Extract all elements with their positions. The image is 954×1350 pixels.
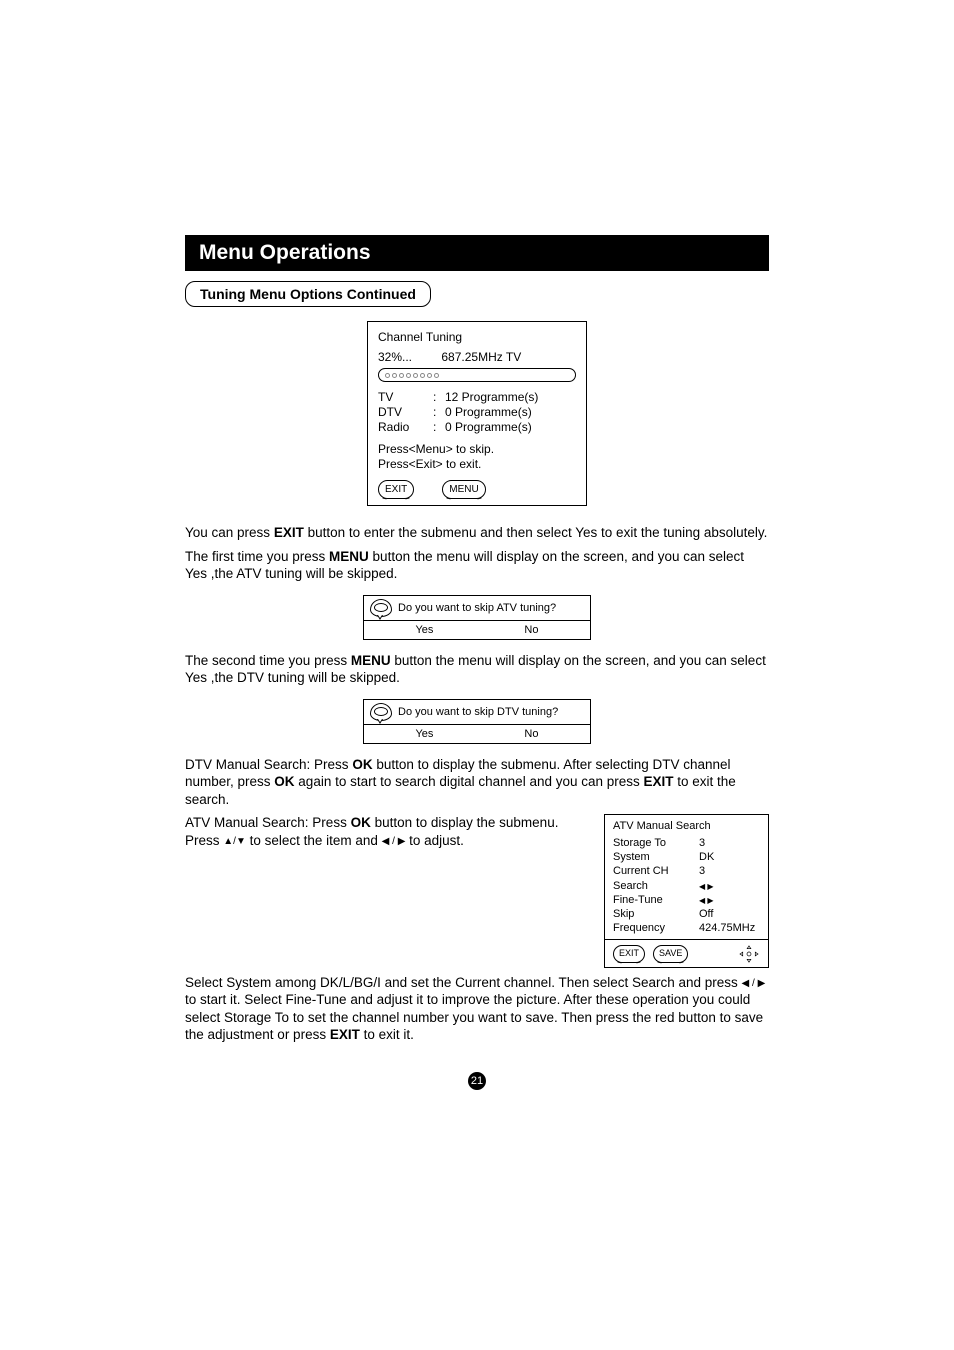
dialog-header: Do you want to skip DTV tuning? xyxy=(364,700,590,725)
key-label: OK xyxy=(274,774,294,789)
note-line: Press<Exit> to exit. xyxy=(378,457,576,472)
row-label: Current CH xyxy=(613,864,693,878)
no-option[interactable]: No xyxy=(524,728,538,740)
atv-manual-search-panel: ATV Manual Search Storage To3 SystemDK C… xyxy=(604,814,769,967)
paragraph-with-box: ATV Manual Search: Press OK button to di… xyxy=(185,814,769,967)
channel-tuning-panel: Channel Tuning 32%... 687.25MHz TV TV : … xyxy=(367,321,587,506)
text: The first time you press xyxy=(185,549,329,564)
panel-heading: ATV Manual Search xyxy=(613,819,760,833)
row-value: 424.75MHz xyxy=(693,921,760,935)
dialog-wrapper: Do you want to skip ATV tuning? Yes No xyxy=(185,589,769,646)
text: Select System among DK/L/BG/I and set th… xyxy=(185,975,742,990)
row-value: Off xyxy=(693,907,760,921)
row-label: Radio xyxy=(378,420,433,434)
key-label: EXIT xyxy=(274,525,304,540)
row-value: DK xyxy=(693,850,760,864)
dialog-options: Yes No xyxy=(364,725,590,743)
left-right-icon xyxy=(693,879,760,893)
paragraph: DTV Manual Search: Press OK button to di… xyxy=(185,756,769,809)
navigation-pad-icon xyxy=(738,945,760,963)
text: to start it. Select Fine-Tune and adjust… xyxy=(185,992,763,1042)
text: ATV Manual Search: Press xyxy=(185,815,351,830)
dialog-wrapper: Do you want to skip DTV tuning? Yes No xyxy=(185,693,769,750)
settings-grid: Storage To3 SystemDK Current CH3 Search … xyxy=(613,836,760,936)
row-value: 12 Programme(s) xyxy=(445,390,576,404)
dialog-header: Do you want to skip ATV tuning? xyxy=(364,596,590,621)
skip-dtv-dialog: Do you want to skip DTV tuning? Yes No xyxy=(363,699,591,744)
row-label: Storage To xyxy=(613,836,693,850)
panel-heading: Channel Tuning xyxy=(378,330,576,344)
note-line: Press<Menu> to skip. xyxy=(378,442,576,457)
divider xyxy=(605,939,768,940)
panel-notes: Press<Menu> to skip. Press<Exit> to exit… xyxy=(378,442,576,472)
text: DTV Manual Search: Press xyxy=(185,757,352,772)
key-label: MENU xyxy=(329,549,369,564)
row-colon: : xyxy=(433,390,445,404)
paragraph: You can press EXIT button to enter the s… xyxy=(185,524,769,542)
programme-table: TV : 12 Programme(s) DTV : 0 Programme(s… xyxy=(378,390,576,434)
key-label: OK xyxy=(352,757,372,772)
dialog-question: Do you want to skip DTV tuning? xyxy=(398,706,558,718)
row-label: Fine-Tune xyxy=(613,893,693,907)
key-label: EXIT xyxy=(330,1027,360,1042)
row-value: 0 Programme(s) xyxy=(445,420,576,434)
left-right-icon: ◀ / ▶ xyxy=(382,836,406,847)
panel-buttons: EXIT SAVE xyxy=(613,943,760,963)
row-value: 3 xyxy=(693,864,760,878)
row-label: Skip xyxy=(613,907,693,921)
dialog-options: Yes No xyxy=(364,621,590,639)
text: to adjust. xyxy=(405,833,464,848)
manual-page: Menu Operations Tuning Menu Options Cont… xyxy=(0,0,954,1150)
section-title: Menu Operations xyxy=(185,235,769,271)
skip-atv-dialog: Do you want to skip ATV tuning? Yes No xyxy=(363,595,591,640)
dialog-question: Do you want to skip ATV tuning? xyxy=(398,602,556,614)
panel-buttons: EXIT MENU xyxy=(378,480,576,499)
yes-option[interactable]: Yes xyxy=(415,728,433,740)
row-label: Search xyxy=(613,879,693,893)
speech-icon xyxy=(370,599,392,617)
text: to select the item and xyxy=(246,833,382,848)
row-label: DTV xyxy=(378,405,433,419)
no-option[interactable]: No xyxy=(524,624,538,636)
up-down-icon: ▲/▼ xyxy=(223,836,246,847)
tuning-freq: 687.25MHz TV xyxy=(441,350,521,364)
subsection-title: Tuning Menu Options Continued xyxy=(185,281,431,307)
paragraph: The first time you press MENU button the… xyxy=(185,548,769,583)
channel-tuning-wrapper: Channel Tuning 32%... 687.25MHz TV TV : … xyxy=(185,317,769,518)
speech-icon xyxy=(370,703,392,721)
left-right-icon: ◀ / ▶ xyxy=(742,978,766,989)
tuning-percent: 32%... xyxy=(378,350,412,364)
row-value: 3 xyxy=(693,836,760,850)
progress-bar xyxy=(378,368,576,382)
left-right-icon xyxy=(693,893,760,907)
row-colon: : xyxy=(433,420,445,434)
row-label: System xyxy=(613,850,693,864)
text: again to start to search digital channel… xyxy=(295,774,644,789)
yes-option[interactable]: Yes xyxy=(415,624,433,636)
text: You can press xyxy=(185,525,274,540)
text: to exit it. xyxy=(360,1027,414,1042)
key-label: EXIT xyxy=(644,774,674,789)
row-label: Frequency xyxy=(613,921,693,935)
page-number: 21 xyxy=(468,1072,486,1090)
key-label: OK xyxy=(351,815,371,830)
paragraph: Select System among DK/L/BG/I and set th… xyxy=(185,974,769,1044)
tuning-status-line: 32%... 687.25MHz TV xyxy=(378,350,576,364)
paragraph: ATV Manual Search: Press OK button to di… xyxy=(185,814,592,849)
exit-button[interactable]: EXIT xyxy=(613,945,645,963)
text: The second time you press xyxy=(185,653,351,668)
row-value: 0 Programme(s) xyxy=(445,405,576,419)
menu-button[interactable]: MENU xyxy=(442,480,485,499)
text: button to enter the submenu and then sel… xyxy=(304,525,768,540)
row-colon: : xyxy=(433,405,445,419)
key-label: MENU xyxy=(351,653,391,668)
exit-button[interactable]: EXIT xyxy=(378,480,414,499)
save-button[interactable]: SAVE xyxy=(653,945,688,963)
paragraph: The second time you press MENU button th… xyxy=(185,652,769,687)
row-label: TV xyxy=(378,390,433,404)
